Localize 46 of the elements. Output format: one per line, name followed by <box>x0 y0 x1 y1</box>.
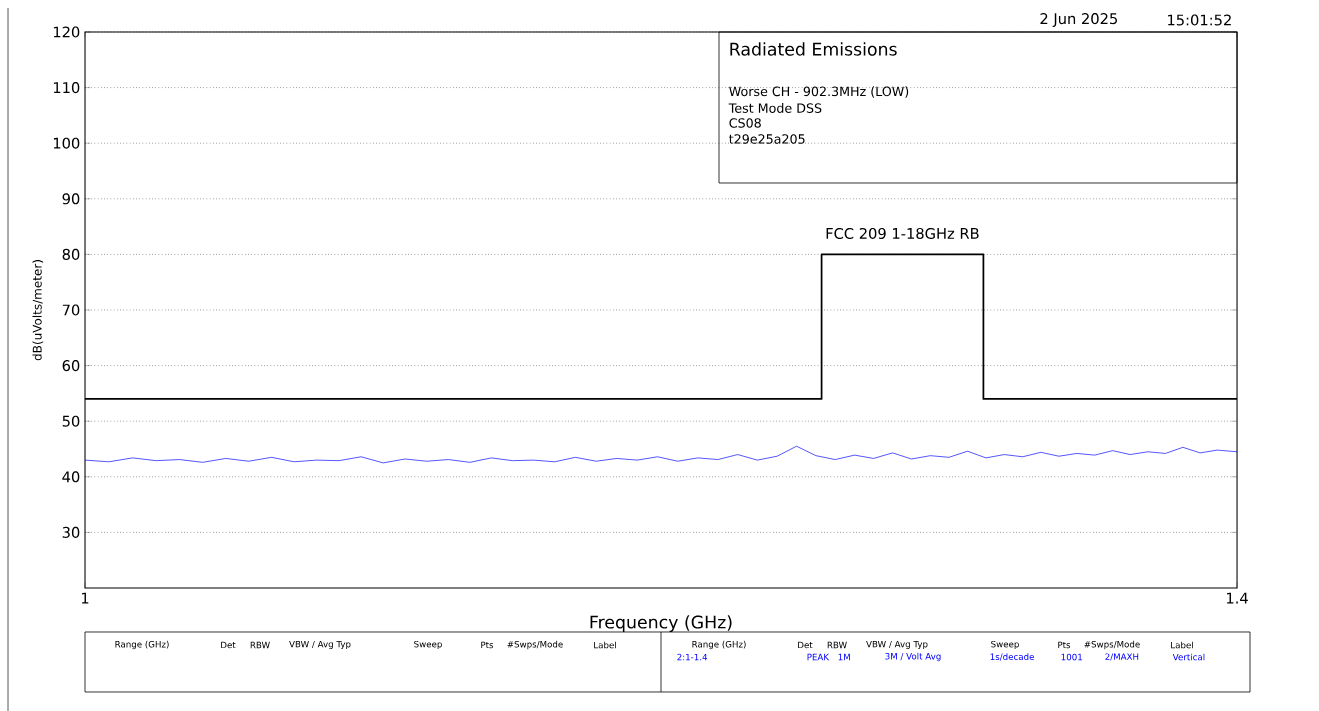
text: Pts <box>1058 641 1071 649</box>
text: RBW <box>827 641 847 648</box>
y-tick-label: 90 <box>62 193 80 205</box>
series-label: FCC 209 1-18GHz RB <box>826 227 979 239</box>
text: Range (GHz) <box>115 640 169 650</box>
y-tick-label: 80 <box>62 248 80 260</box>
text: 1s/decade <box>990 653 1034 661</box>
x-tick-label: 1 <box>81 592 89 604</box>
text: Det <box>798 641 813 649</box>
text: 2:1-1.4 <box>677 653 708 661</box>
y-tick-label: 60 <box>62 359 80 371</box>
chart-title: Radiated Emissions <box>730 42 897 56</box>
y-tick-label: 70 <box>62 304 80 316</box>
annotation: t29e25a205 <box>729 134 805 144</box>
text: Label <box>1171 641 1193 649</box>
text: #Swps/Mode <box>507 640 563 650</box>
text: RBW <box>250 641 270 648</box>
text: 2/MAXH <box>1105 653 1139 661</box>
text: Pts <box>481 641 494 649</box>
text: VBW / Avg Typ <box>289 640 351 649</box>
annotation: CS08 <box>729 118 761 128</box>
text: #Swps/Mode <box>1084 640 1140 650</box>
text: 2 Jun 2025 <box>1040 12 1117 27</box>
y-tick-label: 40 <box>62 471 80 483</box>
text: Det <box>221 641 236 649</box>
y-axis-title: dB(uVolts/meter) <box>32 259 44 361</box>
text: Vertical <box>1172 653 1205 661</box>
y-tick-label: 110 <box>53 81 80 93</box>
text: 1001 <box>1061 653 1082 661</box>
text: Sweep <box>991 640 1019 649</box>
y-tick-label: 50 <box>62 415 80 427</box>
text: 15:01:52 <box>1168 14 1231 26</box>
y-tick-label: 100 <box>53 137 80 149</box>
y-tick-label: 30 <box>62 526 80 538</box>
y-tick-label: 120 <box>53 26 80 38</box>
annotation: Worse CH - 902.3MHz (LOW) <box>729 86 909 98</box>
text: Range (GHz) <box>692 640 746 650</box>
x-axis-title: Frequency (GHz) <box>590 615 732 632</box>
text: 1M <box>838 653 850 660</box>
text: 3M / Volt Avg <box>885 652 941 662</box>
annotation: Test Mode DSS <box>728 102 822 113</box>
text: VBW / Avg Typ <box>866 640 928 649</box>
x-tick-label: 1.4 <box>1226 592 1248 604</box>
text: Label <box>594 641 616 649</box>
text: Sweep <box>414 640 442 649</box>
text: PEAK <box>807 653 830 660</box>
